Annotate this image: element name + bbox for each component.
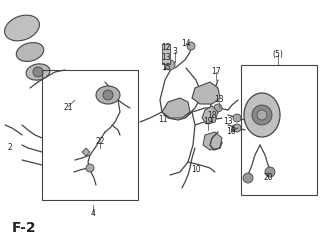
Circle shape <box>214 104 222 112</box>
Bar <box>162 44 170 64</box>
Polygon shape <box>202 106 218 124</box>
Text: 3: 3 <box>172 48 177 56</box>
Ellipse shape <box>96 86 120 104</box>
Circle shape <box>233 124 241 132</box>
Circle shape <box>165 60 175 70</box>
Circle shape <box>103 90 113 100</box>
Bar <box>241 65 317 195</box>
Text: 11: 11 <box>158 115 168 125</box>
Circle shape <box>243 173 253 183</box>
Text: 4: 4 <box>91 209 95 217</box>
Text: 16: 16 <box>226 127 236 137</box>
Text: 19: 19 <box>203 118 213 126</box>
Text: F-2: F-2 <box>12 221 36 235</box>
Polygon shape <box>203 132 222 150</box>
Text: 2: 2 <box>8 144 12 152</box>
Text: 13: 13 <box>223 118 233 126</box>
Polygon shape <box>192 82 220 104</box>
Circle shape <box>265 167 275 177</box>
Text: 14: 14 <box>181 40 191 48</box>
Text: 6: 6 <box>231 126 236 134</box>
Text: 15: 15 <box>161 62 171 72</box>
Text: 20: 20 <box>263 174 273 182</box>
Text: 12: 12 <box>161 43 171 53</box>
Text: (5): (5) <box>273 50 284 60</box>
Text: 18: 18 <box>207 110 217 120</box>
Bar <box>42 70 138 200</box>
Text: 10: 10 <box>191 166 201 174</box>
Text: 21: 21 <box>63 102 73 112</box>
Ellipse shape <box>4 15 39 41</box>
Text: 13: 13 <box>161 54 171 62</box>
Ellipse shape <box>16 42 44 61</box>
Circle shape <box>33 67 43 77</box>
Circle shape <box>86 164 94 172</box>
Circle shape <box>233 114 241 122</box>
Circle shape <box>257 110 267 120</box>
Text: 17: 17 <box>211 67 221 77</box>
Text: 22: 22 <box>95 138 105 146</box>
Circle shape <box>187 42 195 50</box>
Polygon shape <box>82 148 90 156</box>
Ellipse shape <box>26 64 50 80</box>
Circle shape <box>252 105 272 125</box>
Polygon shape <box>162 98 190 118</box>
Ellipse shape <box>244 93 280 137</box>
Text: 13: 13 <box>214 96 224 104</box>
